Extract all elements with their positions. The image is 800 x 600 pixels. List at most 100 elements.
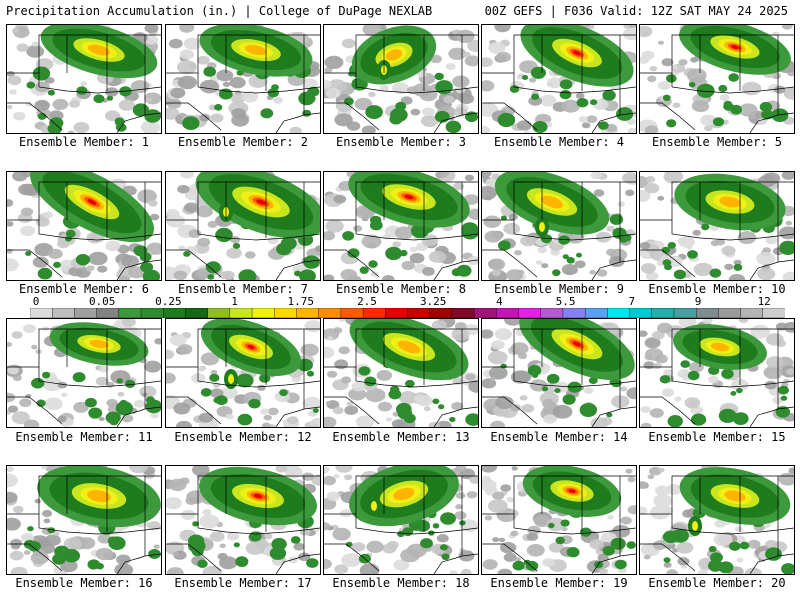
precipitation-map	[7, 319, 161, 427]
ensemble-member-label: Ensemble Member: 2	[177, 135, 309, 149]
ensemble-member-label: Ensemble Member: 6	[18, 282, 150, 296]
colorbar-swatch	[385, 308, 409, 318]
colorbar-swatch	[473, 308, 498, 318]
colorbar-swatch	[496, 308, 520, 318]
colorbar-swatch	[318, 308, 342, 318]
ensemble-member-label: Ensemble Member: 1	[18, 135, 150, 149]
ensemble-member-label: Ensemble Member: 12	[174, 430, 312, 444]
precipitation-map	[640, 466, 794, 574]
colorbar-swatch	[96, 308, 120, 318]
ensemble-map-panel	[481, 465, 637, 575]
ensemble-member-label: Ensemble Member: 3	[335, 135, 467, 149]
ensemble-member-label: Ensemble Member: 15	[648, 430, 786, 444]
ensemble-member-label: Ensemble Member: 20	[648, 576, 786, 590]
colorbar-tick-label: 1.75	[287, 295, 315, 308]
colorbar-tick-label: 0.05	[88, 295, 116, 308]
ensemble-member-label: Ensemble Member: 8	[335, 282, 467, 296]
ensemble-map-panel	[481, 318, 637, 428]
precipitation-map	[324, 25, 478, 133]
colorbar-swatch	[562, 308, 586, 318]
precipitation-map	[482, 25, 636, 133]
colorbar-swatch	[274, 308, 298, 318]
colorbar-swatch	[52, 308, 76, 318]
colorbar-swatch	[629, 308, 653, 318]
colorbar-swatch	[251, 308, 275, 318]
precipitation-map	[324, 466, 478, 574]
map-title: Precipitation Accumulation (in.) | Colle…	[6, 4, 433, 18]
ensemble-member-label: Ensemble Member: 17	[174, 576, 312, 590]
colorbar-swatch	[429, 308, 453, 318]
colorbar-tick-label: 7	[628, 295, 636, 308]
precipitation-map	[640, 25, 794, 133]
ensemble-map-panel	[323, 171, 479, 281]
ensemble-member-label: Ensemble Member: 9	[493, 282, 625, 296]
colorbar-swatch	[407, 308, 431, 318]
ensemble-member-label: Ensemble Member: 7	[177, 282, 309, 296]
colorbar-swatch	[518, 308, 542, 318]
precipitation-map	[166, 319, 320, 427]
ensemble-map-panel	[481, 171, 637, 281]
colorbar-tick-label: 9	[694, 295, 702, 308]
precipitation-map	[166, 466, 320, 574]
precipitation-map	[7, 172, 161, 280]
ensemble-map-panel	[323, 24, 479, 134]
precipitation-map	[166, 172, 320, 280]
ensemble-member-label: Ensemble Member: 11	[15, 430, 153, 444]
colorbar-swatch	[718, 308, 742, 318]
precipitation-map	[166, 25, 320, 133]
colorbar-swatch	[30, 308, 53, 318]
ensemble-map-panel	[639, 24, 795, 134]
colorbar-swatch	[163, 308, 187, 318]
precipitation-colorbar	[30, 308, 785, 318]
ensemble-map-panel	[6, 171, 162, 281]
ensemble-member-label: Ensemble Member: 14	[490, 430, 628, 444]
ensemble-map-panel	[165, 465, 321, 575]
colorbar-swatch	[340, 308, 364, 318]
ensemble-member-label: Ensemble Member: 18	[332, 576, 470, 590]
colorbar-tick-label: 12	[757, 295, 771, 308]
colorbar-swatch	[584, 308, 609, 318]
ensemble-map-panel	[6, 318, 162, 428]
ensemble-member-label: Ensemble Member: 10	[648, 282, 786, 296]
colorbar-swatch	[673, 308, 697, 318]
colorbar-tick-label: 0.25	[155, 295, 182, 308]
ensemble-member-label: Ensemble Member: 5	[651, 135, 783, 149]
ensemble-map-panel	[639, 171, 795, 281]
ensemble-map-panel	[323, 318, 479, 428]
ensemble-member-label: Ensemble Member: 13	[332, 430, 470, 444]
colorbar-tick-label: 0	[32, 295, 40, 308]
colorbar-tick-label: 1	[231, 295, 238, 308]
model-run-info: 00Z GEFS | F036 Valid: 12Z SAT MAY 24 20…	[484, 4, 788, 18]
colorbar-swatch	[607, 308, 631, 318]
ensemble-map-panel	[323, 465, 479, 575]
ensemble-map-panel	[6, 24, 162, 134]
ensemble-member-label: Ensemble Member: 19	[490, 576, 628, 590]
colorbar-swatch	[651, 308, 675, 318]
colorbar-swatch	[207, 308, 231, 318]
colorbar-swatch	[695, 308, 720, 318]
ensemble-map-panel	[6, 465, 162, 575]
precipitation-map	[7, 466, 161, 574]
colorbar-tick-label: 3.25	[419, 295, 447, 308]
colorbar-swatch	[362, 308, 386, 318]
precipitation-map	[482, 319, 636, 427]
colorbar-swatch	[140, 308, 164, 318]
ensemble-map-panel	[481, 24, 637, 134]
precipitation-map	[640, 172, 794, 280]
precipitation-map	[324, 319, 478, 427]
colorbar-swatch	[296, 308, 320, 318]
ensemble-map-panel	[165, 24, 321, 134]
ensemble-map-panel	[639, 318, 795, 428]
ensemble-member-label: Ensemble Member: 16	[15, 576, 153, 590]
precipitation-map	[640, 319, 794, 427]
colorbar-swatch	[118, 308, 142, 318]
precipitation-map	[482, 172, 636, 280]
precipitation-map	[482, 466, 636, 574]
colorbar-swatch	[229, 308, 253, 318]
precipitation-map	[7, 25, 161, 133]
colorbar-swatch	[762, 308, 785, 318]
colorbar-swatch	[740, 308, 764, 318]
colorbar-swatch	[185, 308, 209, 318]
ensemble-map-panel	[165, 171, 321, 281]
colorbar-swatch	[451, 308, 475, 318]
